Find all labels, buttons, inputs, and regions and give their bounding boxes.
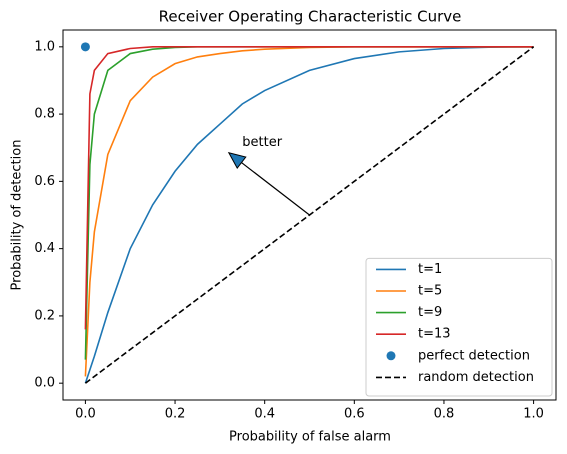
legend-label: t=1 <box>418 262 442 277</box>
scatter-point <box>80 42 90 52</box>
x-tick-label: 0.0 <box>75 407 96 422</box>
curve <box>84 46 534 384</box>
y-tick-label: 1.0 <box>34 39 55 54</box>
annotation: better <box>242 135 282 150</box>
x-tick-label: 1.0 <box>523 407 544 422</box>
legend-label: t=13 <box>418 327 451 342</box>
plot-frame <box>62 29 557 401</box>
curve <box>84 46 534 330</box>
y-tick-label: 0.4 <box>34 241 55 256</box>
x-tick-label: 0.6 <box>344 407 365 422</box>
y-tick-label: 0.0 <box>34 376 55 391</box>
y-axis-label: Probability of detection <box>10 140 25 291</box>
arrow-shaft <box>241 162 310 216</box>
legend-label: t=9 <box>418 305 442 320</box>
x-tick-label: 0.2 <box>165 407 186 422</box>
legend-marker <box>386 351 396 361</box>
legend-box <box>365 257 553 397</box>
x-axis-label: Probability of false alarm <box>229 430 391 445</box>
arrow-head <box>227 152 247 169</box>
y-tick-label: 0.6 <box>34 174 55 189</box>
x-tick-label: 0.8 <box>434 407 455 422</box>
y-tick-label: 0.2 <box>34 308 55 323</box>
chart-title: Receiver Operating Characteristic Curve <box>159 8 462 26</box>
legend-label: t=5 <box>418 284 442 299</box>
y-tick-label: 0.8 <box>34 107 55 122</box>
legend-label: perfect detection <box>418 348 530 363</box>
legend-label: random detection <box>418 370 534 385</box>
x-tick-label: 0.4 <box>254 407 275 422</box>
